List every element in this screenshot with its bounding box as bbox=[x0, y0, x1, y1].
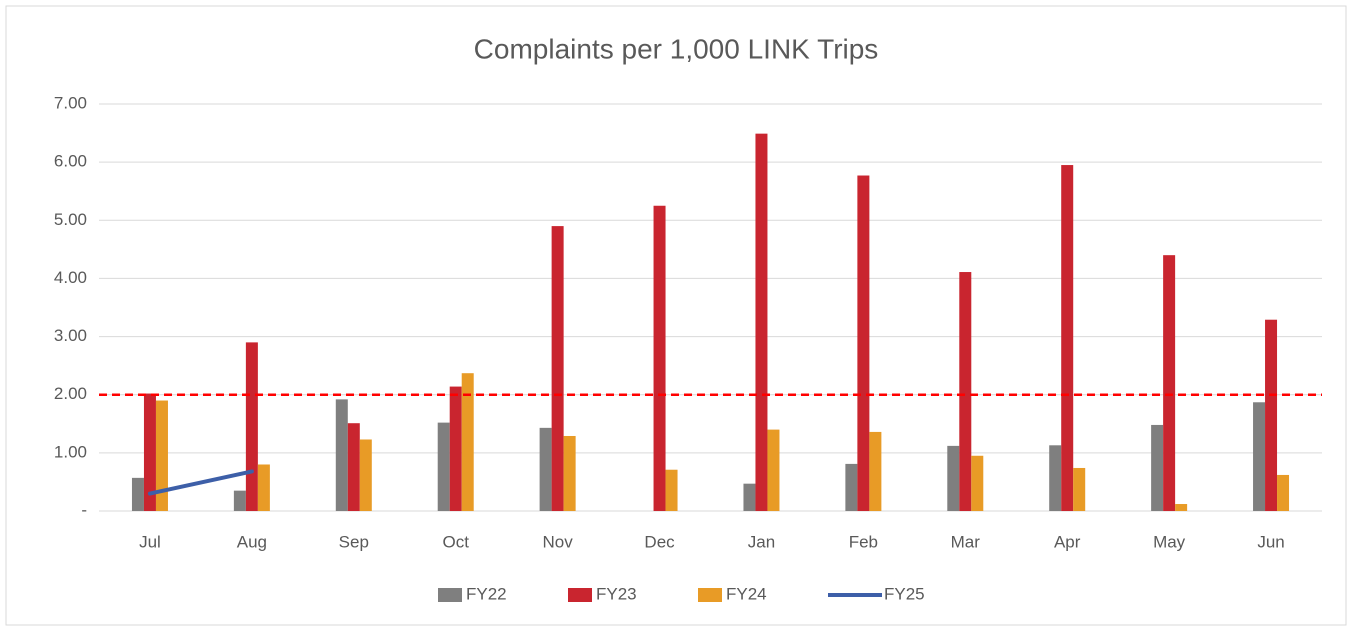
bar bbox=[257, 464, 270, 511]
x-tick-label: Jan bbox=[748, 532, 775, 551]
x-tick-label: Mar bbox=[951, 532, 981, 551]
legend-label: FY24 bbox=[726, 584, 767, 603]
bar bbox=[947, 445, 960, 511]
bar bbox=[845, 463, 858, 511]
y-tick-label: 4.00 bbox=[54, 268, 87, 287]
legend-label: FY22 bbox=[466, 584, 507, 603]
y-tick-label: - bbox=[81, 500, 87, 519]
bar bbox=[1049, 445, 1062, 511]
bar bbox=[971, 455, 984, 511]
bar bbox=[665, 469, 678, 511]
bar bbox=[539, 427, 552, 511]
bar bbox=[449, 386, 462, 511]
bar bbox=[143, 393, 156, 511]
bar bbox=[1277, 474, 1290, 511]
x-tick-label: Apr bbox=[1054, 532, 1081, 551]
bar bbox=[131, 477, 144, 511]
legend-swatch bbox=[438, 588, 462, 602]
bar bbox=[653, 205, 666, 511]
x-tick-label: Oct bbox=[442, 532, 469, 551]
x-tick-label: Nov bbox=[543, 532, 574, 551]
bar bbox=[1073, 467, 1086, 511]
y-tick-label: 2.00 bbox=[54, 384, 87, 403]
x-tick-label: Aug bbox=[237, 532, 267, 551]
bar bbox=[1151, 424, 1164, 511]
bar bbox=[347, 423, 360, 511]
bar bbox=[437, 422, 450, 511]
bar bbox=[959, 272, 972, 511]
bar bbox=[767, 429, 780, 511]
bar bbox=[1253, 402, 1266, 511]
x-tick-label: May bbox=[1153, 532, 1186, 551]
legend-swatch bbox=[698, 588, 722, 602]
x-tick-label: Sep bbox=[339, 532, 369, 551]
bar bbox=[743, 483, 756, 511]
y-tick-label: 1.00 bbox=[54, 442, 87, 461]
y-tick-label: 7.00 bbox=[54, 93, 87, 112]
y-tick-label: 6.00 bbox=[54, 152, 87, 171]
bar bbox=[857, 175, 870, 511]
bar bbox=[563, 435, 576, 511]
bar bbox=[1265, 319, 1278, 511]
y-tick-label: 5.00 bbox=[54, 210, 87, 229]
bar bbox=[551, 226, 564, 511]
line-series bbox=[147, 469, 254, 496]
chart-title: Complaints per 1,000 LINK Trips bbox=[474, 33, 879, 64]
bar bbox=[233, 490, 246, 511]
bar bbox=[359, 439, 372, 511]
x-tick-label: Dec bbox=[644, 532, 675, 551]
legend-swatch bbox=[568, 588, 592, 602]
bar bbox=[869, 431, 882, 511]
y-tick-label: 3.00 bbox=[54, 326, 87, 345]
bar bbox=[1061, 165, 1074, 512]
bar bbox=[461, 373, 474, 511]
bar bbox=[1175, 504, 1188, 511]
x-tick-label: Jun bbox=[1257, 532, 1284, 551]
legend-label: FY25 bbox=[884, 584, 925, 603]
x-tick-label: Feb bbox=[849, 532, 878, 551]
bar bbox=[245, 342, 258, 511]
chart-border bbox=[5, 5, 1347, 626]
bar bbox=[155, 400, 168, 511]
legend-label: FY23 bbox=[596, 584, 637, 603]
bar bbox=[755, 133, 768, 511]
bar bbox=[335, 399, 348, 511]
bar bbox=[1163, 255, 1176, 511]
x-tick-label: Jul bbox=[139, 532, 161, 551]
